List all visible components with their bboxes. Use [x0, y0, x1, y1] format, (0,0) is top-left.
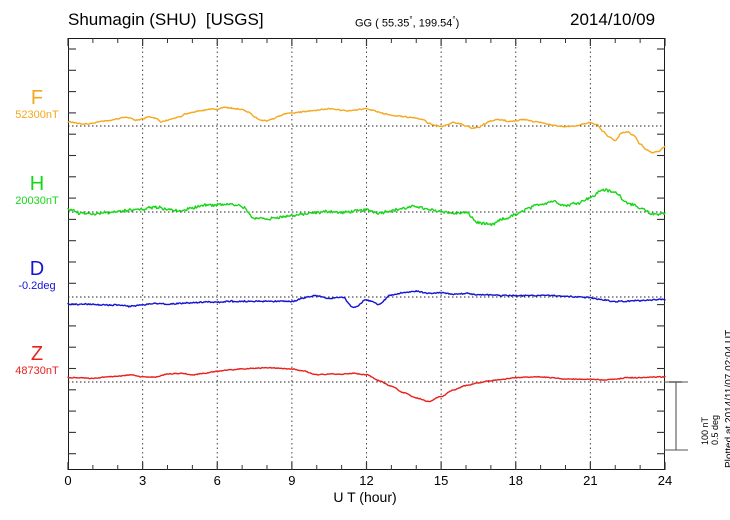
degree-symbol-lon: ° — [452, 15, 456, 24]
channel-symbol-h: H — [29, 173, 45, 195]
coords-mid: , 199.54 — [412, 17, 453, 30]
axis-ticks — [67, 38, 666, 470]
x-tick-label-0: 0 — [64, 473, 72, 488]
channel-baseline-h: 20030nT — [15, 195, 59, 207]
channel-label-z: Z 48730nT — [8, 344, 66, 378]
channel-baseline-d: -0.2deg — [18, 280, 56, 292]
x-tick-label-3: 3 — [139, 473, 147, 488]
x-tick-label-6: 6 — [213, 473, 221, 488]
page-title: Shumagin (SHU) [USGS] — [68, 10, 264, 29]
scale-bar-unit-deg: 0.5 deg — [710, 414, 720, 445]
channel-baseline-f: 52300nT — [15, 109, 59, 121]
channel-label-h: H 20030nT — [8, 174, 66, 208]
channel-symbol-z: Z — [30, 343, 44, 365]
scale-bar-unit-nt: 100 nT — [700, 416, 710, 445]
x-tick-label-21: 21 — [583, 473, 598, 488]
channel-baseline-z: 48730nT — [15, 365, 59, 377]
channel-symbol-d: D — [29, 258, 45, 280]
coords-suffix: ) — [455, 17, 460, 30]
coords-prefix: GG ( 55.35 — [355, 17, 410, 30]
x-tick-label-9: 9 — [288, 473, 296, 488]
x-axis-title: U T (hour) — [333, 489, 397, 505]
x-tick-label-12: 12 — [359, 473, 374, 488]
geographic-coordinates: GG ( 55.35°, 199.54°) — [355, 15, 459, 30]
observation-date: 2014/10/09 — [570, 10, 656, 29]
channel-symbol-f: F — [30, 87, 44, 109]
channel-label-f: F 52300nT — [8, 88, 66, 122]
x-tick-label-24: 24 — [657, 473, 673, 488]
scale-bar — [664, 381, 688, 451]
plotted-at-timestamp: Plotted at 2014/11/07 02:04 UT — [724, 329, 730, 468]
trace-lines — [67, 106, 666, 403]
channel-label-d: D -0.2deg — [8, 259, 66, 293]
x-tick-label-18: 18 — [508, 473, 523, 488]
grid-lines — [142, 38, 591, 470]
degree-symbol-lat: ° — [409, 15, 413, 24]
x-tick-label-15: 15 — [433, 473, 449, 488]
